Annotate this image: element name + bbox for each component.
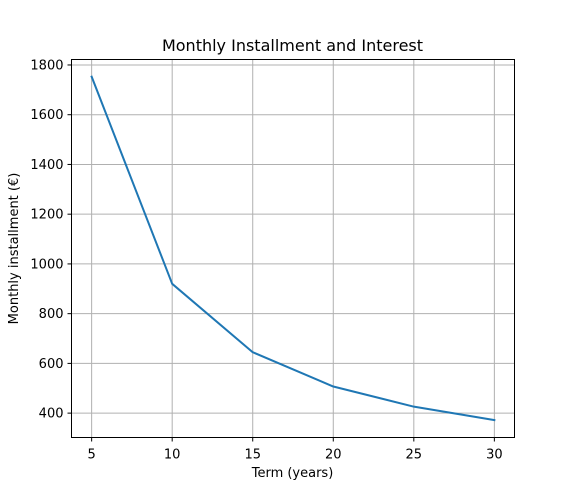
y-tick-label: 800 [39, 307, 64, 322]
tick-layer: 5 10 15 20 25 30 400 600 800 1000 1200 1400 1600 1800 [30, 58, 502, 462]
x-tick-label: 15 [244, 448, 261, 463]
y-tick-label: 1200 [30, 208, 63, 223]
y-tick-label: 1800 [30, 58, 63, 73]
x-tick-label: 30 [486, 448, 503, 463]
x-tick-label: 20 [325, 448, 342, 463]
y-tick-label: 1400 [30, 158, 63, 173]
y-axis-label: Monthly installment (€) [7, 173, 22, 325]
x-axis-label: Term (years) [251, 466, 334, 481]
x-tick-label: 25 [406, 448, 423, 463]
grid-layer [71, 59, 515, 438]
y-tick-label: 1000 [30, 257, 63, 272]
plot-frame [71, 59, 515, 438]
x-tick-label: 10 [164, 448, 181, 463]
y-tick-label: 400 [39, 407, 64, 422]
y-tick-label: 1600 [30, 108, 63, 123]
series-line [90, 75, 496, 422]
chart-title: Monthly Installment and Interest [162, 36, 423, 55]
y-tick-label: 600 [39, 357, 64, 372]
series-layer [90, 75, 496, 422]
x-tick-label: 5 [87, 448, 95, 463]
